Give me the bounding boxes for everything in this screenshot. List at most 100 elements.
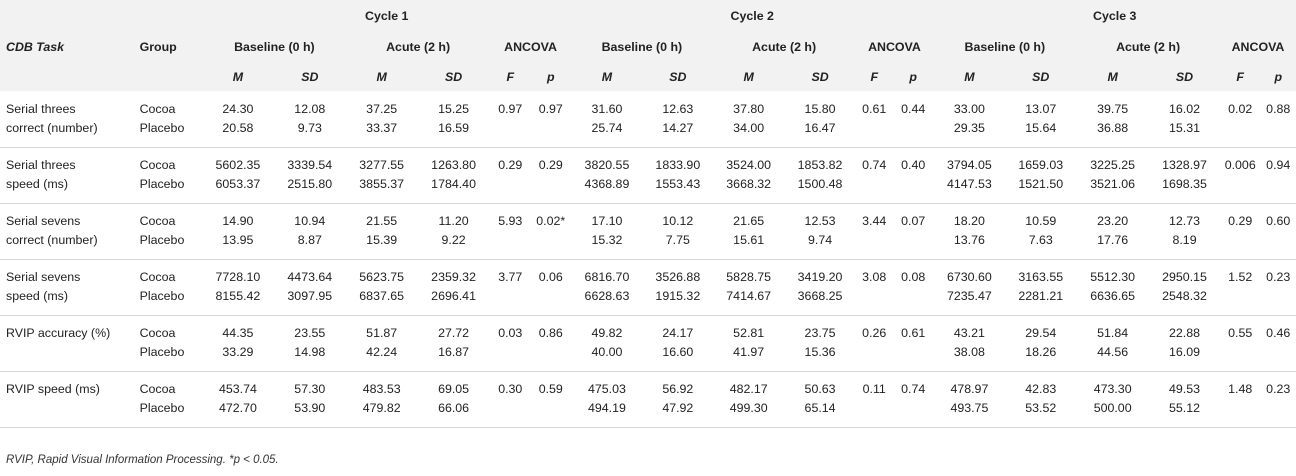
value-cell: 23.75 [804, 325, 836, 340]
group-cell: Cocoa [139, 157, 176, 172]
value-cell: 44.35 [222, 325, 254, 340]
value-cell: 7.75 [642, 230, 713, 260]
value-cell: 49.82 [591, 325, 623, 340]
value-cell: 0.03 [498, 325, 523, 340]
group-cell: Placebo [127, 230, 203, 260]
value-cell: 66.06 [417, 398, 491, 428]
value-cell: 13.95 [202, 230, 274, 260]
value-cell: 3.44 [862, 213, 887, 228]
value-cell: 3277.55 [359, 157, 405, 172]
cycle-3-label: Cycle 3 [1093, 8, 1137, 23]
value-cell: 6636.65 [1076, 286, 1150, 316]
table-row: Serial threes Cocoa 24.30 12.08 37.25 15.25 0.… [0, 91, 1296, 118]
value-cell: 4368.89 [571, 174, 643, 204]
task-name-cell: RVIP accuracy (%) [6, 325, 111, 340]
value-cell: 3855.37 [346, 174, 418, 204]
value-cell: 0.07 [901, 213, 926, 228]
value-cell: 1659.03 [1018, 157, 1064, 172]
task-name-cell: Serial threes [6, 101, 76, 116]
c1-baseline-header: Baseline (0 h) [202, 31, 346, 62]
value-cell: 13.76 [933, 230, 1006, 260]
value-cell: 43.21 [953, 325, 985, 340]
value-cell: 2696.41 [417, 286, 491, 316]
value-cell: 3668.32 [712, 174, 785, 204]
value-cell: 14.98 [273, 342, 347, 372]
value-cell: 6816.70 [584, 269, 630, 284]
value-cell: 3521.06 [1076, 174, 1150, 204]
table-row: Serial sevens Cocoa 7728.10 4473.64 5623.75 2… [0, 259, 1296, 286]
value-cell: 3339.54 [287, 157, 333, 172]
value-cell: 1500.48 [784, 174, 856, 204]
value-cell: 0.29 [498, 157, 523, 172]
value-cell: 3225.25 [1090, 157, 1136, 172]
task-name-cell: speed (ms) [0, 174, 128, 204]
value-cell [892, 342, 934, 372]
table-header: Cycle 1 Cycle 2 Cycle 3 CDB Task Group B… [0, 0, 1296, 91]
value-cell: 33.29 [202, 342, 274, 372]
stat-header-c2-5: p [909, 69, 917, 84]
value-cell: 482.17 [729, 381, 768, 396]
value-cell: 3163.55 [1018, 269, 1064, 284]
value-cell: 5828.75 [726, 269, 772, 284]
c2-ancova-label: ANCOVA [868, 39, 921, 54]
c3-ancova-label: ANCOVA [1231, 39, 1285, 54]
value-cell: 1915.32 [642, 286, 713, 316]
value-cell: 1553.43 [642, 174, 713, 204]
value-cell: 7235.47 [933, 286, 1006, 316]
value-cell [530, 118, 572, 148]
value-cell: 56.92 [662, 381, 694, 396]
value-cell [490, 398, 531, 428]
value-cell [1219, 398, 1261, 428]
value-cell: 29.35 [933, 118, 1006, 148]
value-cell [490, 174, 531, 204]
value-cell: 9.74 [784, 230, 856, 260]
value-cell [855, 342, 893, 372]
stat-header-c2-3: SD [811, 69, 829, 84]
stat-header-c3-4: F [1236, 69, 1244, 84]
value-cell: 24.30 [222, 101, 254, 116]
value-cell: 69.05 [438, 381, 470, 396]
value-cell: 55.12 [1149, 398, 1220, 428]
value-cell: 37.25 [366, 101, 398, 116]
value-cell [1260, 342, 1296, 372]
c3-acute-header: Acute (2 h) [1076, 31, 1220, 62]
table-row: speed (ms) Placebo 6053.37 2515.80 3855.37 17… [0, 174, 1296, 204]
value-cell: 49.53 [1169, 381, 1201, 396]
value-cell: 51.84 [1097, 325, 1129, 340]
c1-ancova-label: ANCOVA [504, 39, 557, 54]
value-cell: 0.11 [862, 381, 886, 396]
group-cell: Placebo [127, 398, 203, 428]
value-cell: 472.70 [202, 398, 274, 428]
task-name-cell [0, 398, 128, 428]
group-cell: Cocoa [139, 101, 176, 116]
value-cell [892, 230, 934, 260]
value-cell: 8155.42 [202, 286, 274, 316]
value-cell: 17.76 [1076, 230, 1150, 260]
value-cell [892, 286, 934, 316]
value-cell: 4473.64 [287, 269, 333, 284]
c2-acute-header: Acute (2 h) [713, 31, 856, 62]
value-cell: 2548.32 [1149, 286, 1220, 316]
value-cell: 18.26 [1005, 342, 1077, 372]
c3-ancova-header: ANCOVA [1220, 31, 1296, 62]
value-cell: 33.37 [346, 118, 418, 148]
value-cell: 25.74 [571, 118, 643, 148]
value-cell: 13.07 [1025, 101, 1057, 116]
group-column-header: Group [139, 39, 177, 54]
value-cell: 0.23 [1266, 381, 1291, 396]
value-cell: 3820.55 [584, 157, 630, 172]
table-row: speed (ms) Placebo 8155.42 3097.95 6837.65 26… [0, 286, 1296, 316]
cycle-3-header: Cycle 3 [933, 0, 1296, 31]
value-cell [490, 342, 531, 372]
value-cell [1260, 398, 1296, 428]
value-cell: 23.55 [294, 325, 326, 340]
value-cell [855, 286, 893, 316]
value-cell: 478.97 [950, 381, 989, 396]
value-cell: 10.94 [294, 213, 326, 228]
stat-header-c2-1: SD [669, 69, 687, 84]
c1-acute-label: Acute (2 h) [386, 39, 451, 54]
value-cell: 14.90 [222, 213, 254, 228]
value-cell: 6628.63 [571, 286, 643, 316]
value-cell: 475.03 [588, 381, 626, 396]
value-cell: 1853.82 [797, 157, 843, 172]
